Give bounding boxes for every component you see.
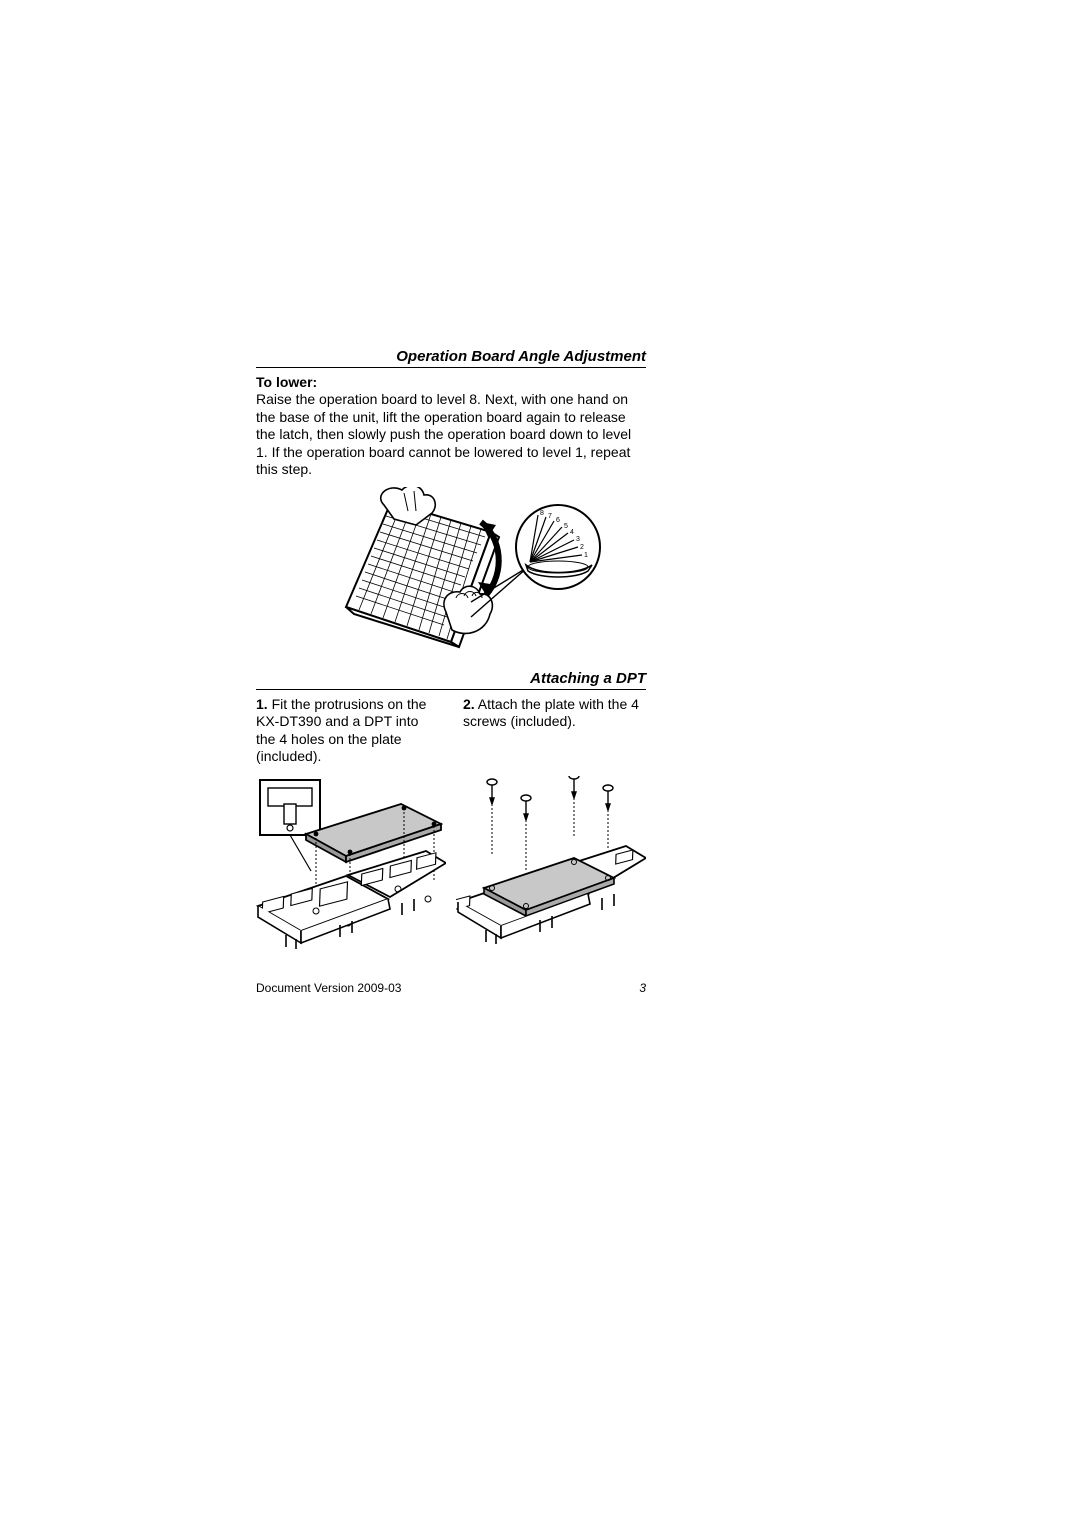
svg-text:2: 2 — [580, 544, 584, 551]
body-lower: Raise the operation board to level 8. Ne… — [256, 391, 646, 479]
svg-text:8: 8 — [540, 510, 544, 517]
svg-text:4: 4 — [570, 529, 574, 536]
doc-version: Document Version 2009-03 — [256, 981, 401, 995]
section-title-dpt: Attaching a DPT — [256, 670, 646, 690]
dpt-diagram-2 — [456, 776, 646, 951]
svg-text:7: 7 — [548, 513, 552, 520]
svg-text:1: 1 — [584, 552, 588, 559]
step-1: 1. Fit the protrusions on the KX-DT390 a… — [256, 696, 439, 766]
angle-diagram: 8 7 6 5 4 3 2 1 — [296, 487, 606, 652]
step-2: 2. Attach the plate with the 4 screws (i… — [463, 696, 646, 766]
dpt-diagram-1 — [256, 776, 446, 951]
svg-text:3: 3 — [576, 536, 580, 543]
step-2-num: 2. — [463, 696, 475, 712]
svg-text:5: 5 — [564, 523, 568, 530]
step-1-text: Fit the protrusions on the KX-DT390 and … — [256, 696, 426, 765]
section-title-angle: Operation Board Angle Adjustment — [256, 348, 646, 368]
step-row: 1. Fit the protrusions on the KX-DT390 a… — [256, 696, 646, 766]
footer: Document Version 2009-03 3 — [256, 981, 646, 995]
level-inset: 8 7 6 5 4 3 2 1 — [516, 505, 600, 589]
subheading-lower: To lower: — [256, 374, 646, 390]
step-1-num: 1. — [256, 696, 268, 712]
step-2-text: Attach the plate with the 4 screws (incl… — [463, 696, 639, 730]
svg-text:6: 6 — [556, 517, 560, 524]
page-number: 3 — [639, 981, 646, 995]
